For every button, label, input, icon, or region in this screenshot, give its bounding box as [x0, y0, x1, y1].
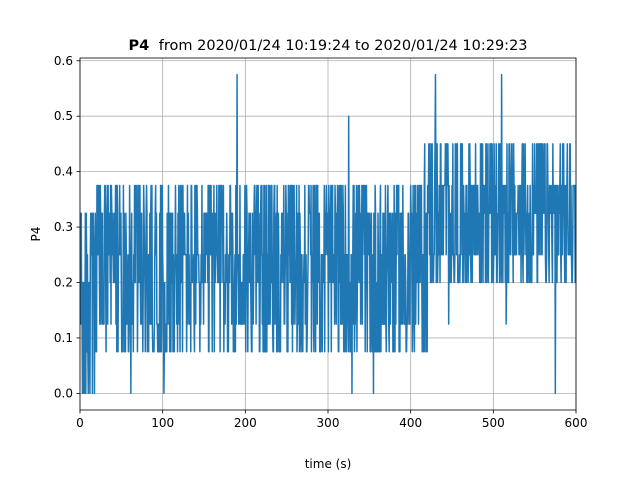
y-tick-label: 0.5 — [54, 109, 73, 123]
chart-title-range: from 2020/01/24 10:19:24 to 2020/01/24 1… — [159, 38, 528, 54]
x-tick-label: 400 — [399, 416, 422, 430]
x-tick-label: 600 — [565, 416, 588, 430]
chart-title: P4 from 2020/01/24 10:19:24 to 2020/01/2… — [128, 38, 527, 54]
y-tick-label: 0.0 — [54, 386, 73, 400]
x-tick-label: 100 — [151, 416, 174, 430]
y-tick-label: 0.3 — [54, 220, 73, 234]
chart-title-series: P4 — [128, 38, 149, 54]
x-axis-ticks: 0 100 200 300 400 500 600 — [76, 410, 587, 430]
x-axis-label: time (s) — [305, 457, 352, 471]
y-tick-label: 0.1 — [54, 331, 73, 345]
x-tick-label: 500 — [482, 416, 505, 430]
y-tick-label: 0.4 — [54, 165, 73, 179]
x-tick-label: 300 — [317, 416, 340, 430]
y-axis-ticks: 0.0 0.1 0.2 0.3 0.4 0.5 0.6 — [54, 54, 80, 400]
series-group — [80, 73, 576, 395]
x-tick-label: 0 — [76, 416, 84, 430]
y-tick-label: 0.2 — [54, 276, 73, 290]
y-axis-label: P4 — [29, 227, 43, 242]
series-line-p4 — [80, 73, 576, 395]
y-tick-label: 0.6 — [54, 54, 73, 68]
x-tick-label: 200 — [234, 416, 257, 430]
